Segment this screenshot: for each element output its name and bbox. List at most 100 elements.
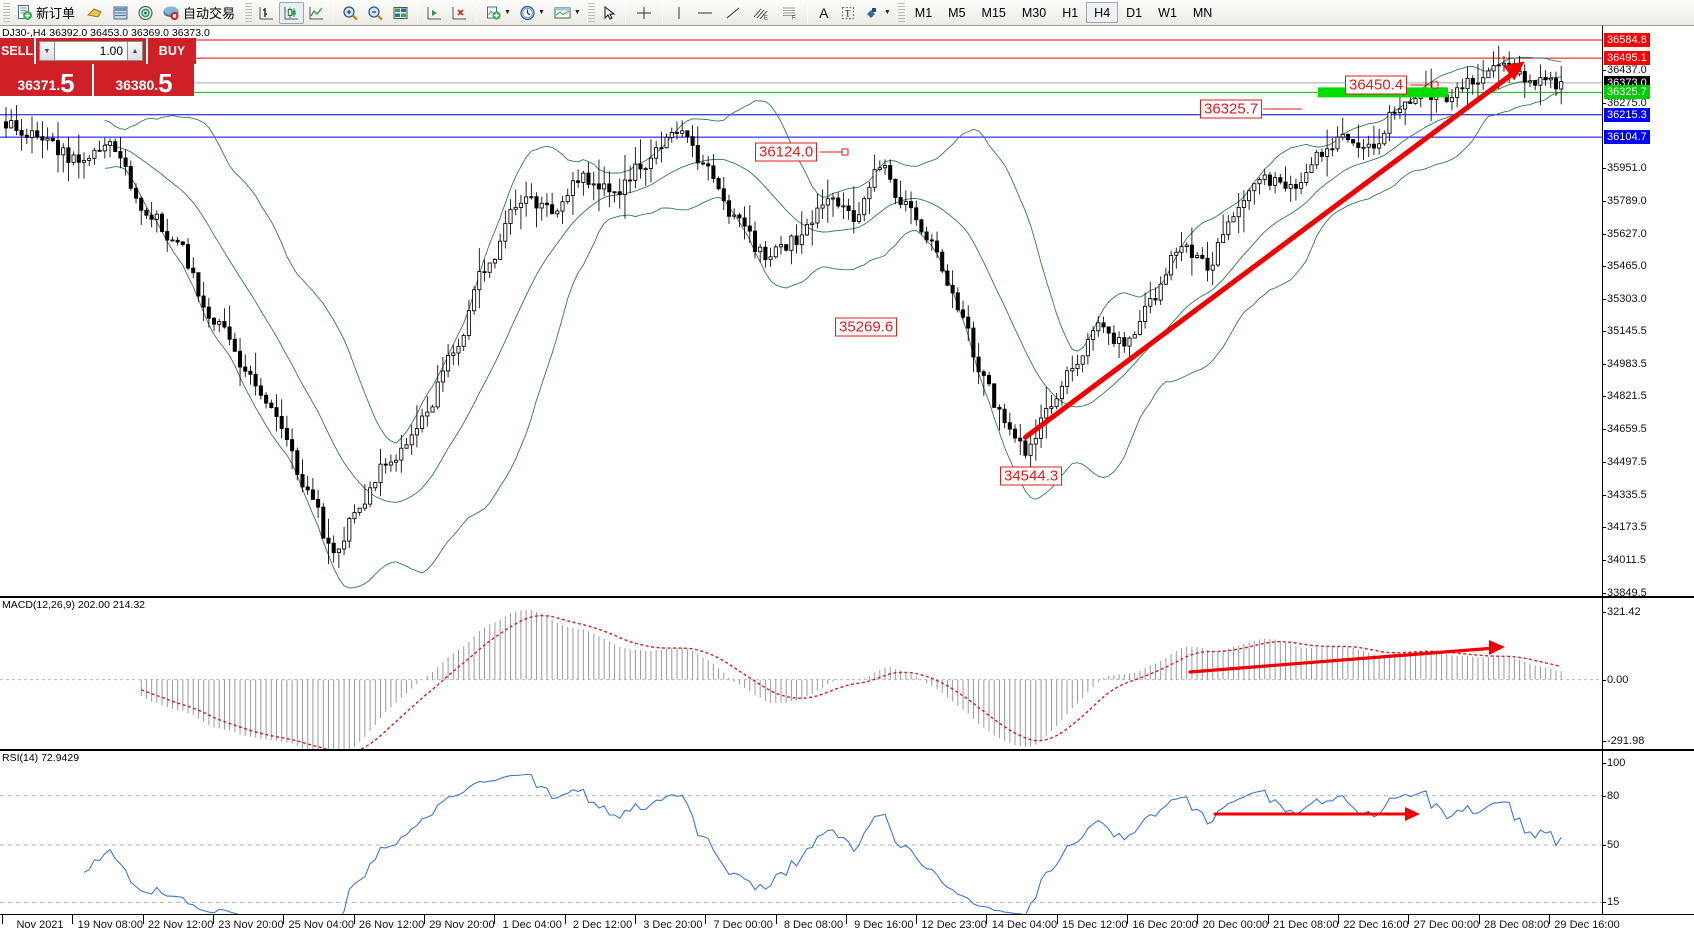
time-separator <box>423 915 425 924</box>
timeframe-button-d1[interactable]: D1 <box>1126 6 1143 20</box>
price-tick: 33849.5 <box>1602 587 1647 599</box>
text-icon[interactable]: A <box>819 4 829 21</box>
timeframe-group: M1 M5 M15 M30 H1 H4 D1 W1 MN <box>907 2 1221 23</box>
new-order-button[interactable]: 新订单 <box>12 2 82 24</box>
horizontal-line-icon[interactable] <box>691 2 719 24</box>
rsi-tick: 50 <box>1601 839 1620 851</box>
macd-y-axis[interactable]: 321.42 0.00 -291.98 <box>1601 598 1694 749</box>
auto-scroll-icon[interactable] <box>447 2 472 24</box>
price-level-label[interactable]: 36495.1 <box>1604 51 1650 66</box>
rsi-tick: 80 <box>1601 789 1620 802</box>
buy-price-display[interactable]: 36380 . 5 <box>94 64 194 96</box>
time-separator <box>353 915 355 924</box>
price-level-label[interactable]: 36584.8 <box>1604 33 1650 47</box>
price-tick: 34173.5 <box>1602 521 1647 534</box>
time-tick: 25 Nov 04:00 <box>288 919 354 931</box>
zoom-out-icon[interactable] <box>363 2 388 24</box>
fibonacci-icon[interactable]: F <box>775 2 803 24</box>
price-annotation-2[interactable]: 34544.3 <box>1000 466 1063 486</box>
candlestick-icon[interactable] <box>279 1 305 24</box>
time-tick: 2 Dec 12:00 <box>572 919 633 931</box>
buy-price-dot: . <box>154 77 159 93</box>
time-separator <box>634 915 636 924</box>
trendline-icon[interactable] <box>719 2 747 24</box>
price-tick: 35465.0 <box>1602 260 1647 273</box>
toolbar-grip[interactable] <box>2 2 10 23</box>
price-annotation-4[interactable]: 36450.4 <box>1345 75 1408 95</box>
timeframe-button-m5[interactable]: M5 <box>948 6 966 20</box>
shapes-icon[interactable]: ▼ <box>860 2 895 24</box>
price-level-label[interactable]: 36104.7 <box>1604 130 1650 145</box>
main-toolbar: 新订单 自动交易 <box>0 0 1694 26</box>
volume-input[interactable]: 1.00 <box>55 41 127 61</box>
macd-tick: 321.42 <box>1602 606 1641 618</box>
buy-button[interactable]: BUY <box>146 38 196 64</box>
rsi-y-axis[interactable]: 1008050150 <box>1601 751 1694 939</box>
timeframe-button-h4[interactable]: H4 <box>1086 2 1119 23</box>
time-tick: 29 Nov 20:00 <box>429 919 495 931</box>
toolbar-grip-4[interactable] <box>896 2 905 23</box>
volume-increase-button[interactable]: ▲ <box>127 41 143 61</box>
volume-stepper[interactable]: ▼ 1.00 ▲ <box>36 38 146 64</box>
toolbar-separator-5 <box>661 2 663 23</box>
line-chart-icon[interactable] <box>304 2 329 24</box>
chevron-down-icon[interactable]: ▼ <box>504 9 511 16</box>
auto-trading-label: 自动交易 <box>183 6 236 21</box>
price-annotation-0[interactable]: 36124.0 <box>755 142 818 162</box>
timeframe-button-w1[interactable]: W1 <box>1158 6 1177 20</box>
one-click-trading-panel[interactable]: SELL ▼ 1.00 ▲ BUY 36371 . 5 36380 . 5 <box>0 38 196 96</box>
auto-trading-icon[interactable]: 自动交易 <box>158 2 242 24</box>
chart-shift-icon[interactable] <box>422 2 447 24</box>
price-tick: 36275.0 <box>1602 96 1647 109</box>
price-level-label[interactable]: 36215.3 <box>1604 107 1650 122</box>
macd-pane[interactable]: MACD(12,26,9) 202.00 214.32 321.42 0.00 -2… <box>0 597 1694 750</box>
vertical-line-icon[interactable] <box>667 2 691 24</box>
templates-icon[interactable]: ▼ <box>549 2 585 24</box>
time-axis[interactable]: Nov 2021 19 Nov 08:00 22 Nov 12:00 23 Nov 2… <box>0 914 1694 940</box>
bar-chart-icon[interactable] <box>254 2 279 24</box>
rsi-plot[interactable] <box>0 751 1602 939</box>
chevron-down-icon-3[interactable]: ▼ <box>573 9 581 16</box>
indicators-icon[interactable] <box>82 2 108 24</box>
text-label-icon[interactable]: T <box>836 2 860 24</box>
sell-button[interactable]: SELL <box>0 38 36 64</box>
price-level-label[interactable]: 36325.7 <box>1604 85 1650 100</box>
crosshair-icon[interactable] <box>630 2 658 24</box>
price-annotation-1[interactable]: 35269.6 <box>835 317 898 337</box>
cursor-icon[interactable] <box>597 2 621 24</box>
chevron-down-icon-4[interactable]: ▼ <box>883 9 891 16</box>
timeframe-button-m1[interactable]: M1 <box>914 6 933 20</box>
time-tick: 26 Nov 12:00 <box>358 919 425 931</box>
timeframe-button-h1[interactable]: H1 <box>1062 6 1079 20</box>
market-watch-icon[interactable] <box>108 2 133 24</box>
macd-tick: -291.98 <box>1601 735 1645 747</box>
rsi-pane[interactable]: RSI(14) 72.9429 1008050150 <box>0 750 1694 940</box>
time-separator <box>775 915 777 924</box>
chart-header-info: DJ30-,H4 36392.0 36453.0 36369.0 36373.0 <box>2 27 210 39</box>
timeframe-button-m30[interactable]: M30 <box>1021 6 1047 20</box>
price-plot[interactable]: 36124.0 35269.6 34544.3 36325.7 36450.4 <box>0 26 1602 596</box>
sell-price-display[interactable]: 36371 . 5 <box>0 64 94 96</box>
data-window-icon[interactable] <box>388 2 413 24</box>
price-tick: 35951.0 <box>1602 162 1647 175</box>
add-indicator-icon[interactable]: ▼ <box>481 2 515 24</box>
navigator-icon[interactable] <box>133 2 158 24</box>
time-separator <box>494 915 496 924</box>
equidistant-channel-icon[interactable]: E <box>747 2 775 24</box>
price-y-axis[interactable]: 36437.0 36275.0 35951.0 35789.0 35627.0 35465… <box>1602 26 1694 599</box>
chevron-down-icon-2[interactable]: ▼ <box>537 9 545 16</box>
zoom-in-icon[interactable] <box>338 2 363 24</box>
toolbar-grip-2[interactable] <box>244 2 253 23</box>
time-tick: 7 Dec 00:00 <box>713 919 773 931</box>
price-pane[interactable]: 36124.0 35269.6 34544.3 36325.7 36450.4 3643… <box>0 26 1694 599</box>
timeframe-button-m15[interactable]: M15 <box>981 6 1006 20</box>
toolbar-separator-4 <box>624 2 626 23</box>
price-annotation-3[interactable]: 36325.7 <box>1200 99 1263 119</box>
chart-panes: 36124.0 35269.6 34544.3 36325.7 36450.4 3643… <box>0 26 1694 940</box>
toolbar-grip-3[interactable] <box>586 2 595 23</box>
macd-plot[interactable] <box>0 598 1602 749</box>
period-icon[interactable]: ▼ <box>515 2 549 24</box>
time-separator <box>283 915 285 924</box>
timeframe-button-mn[interactable]: MN <box>1192 6 1213 20</box>
volume-decrease-button[interactable]: ▼ <box>39 41 55 61</box>
